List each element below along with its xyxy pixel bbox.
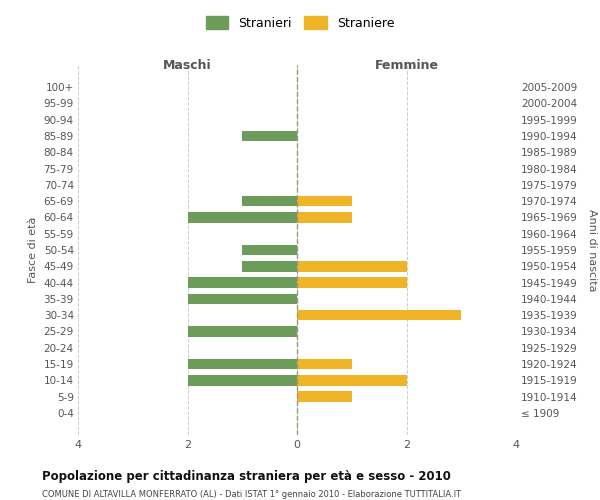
- Bar: [297, 196, 352, 206]
- Bar: [187, 278, 297, 288]
- Text: Maschi: Maschi: [163, 60, 212, 72]
- Bar: [297, 375, 407, 386]
- Text: Popolazione per cittadinanza straniera per età e sesso - 2010: Popolazione per cittadinanza straniera p…: [42, 470, 451, 483]
- Bar: [297, 310, 461, 320]
- Legend: Stranieri, Straniere: Stranieri, Straniere: [201, 11, 399, 35]
- Bar: [242, 244, 297, 256]
- Y-axis label: Fasce di età: Fasce di età: [28, 217, 38, 283]
- Bar: [297, 278, 407, 288]
- Text: COMUNE DI ALTAVILLA MONFERRATO (AL) - Dati ISTAT 1° gennaio 2010 - Elaborazione : COMUNE DI ALTAVILLA MONFERRATO (AL) - Da…: [42, 490, 461, 499]
- Bar: [242, 196, 297, 206]
- Bar: [187, 212, 297, 222]
- Bar: [187, 375, 297, 386]
- Bar: [242, 261, 297, 272]
- Bar: [187, 358, 297, 370]
- Text: Femmine: Femmine: [374, 60, 439, 72]
- Bar: [297, 392, 352, 402]
- Bar: [187, 326, 297, 336]
- Bar: [297, 261, 407, 272]
- Bar: [297, 358, 352, 370]
- Bar: [187, 294, 297, 304]
- Bar: [297, 212, 352, 222]
- Bar: [242, 130, 297, 141]
- Y-axis label: Anni di nascita: Anni di nascita: [587, 209, 597, 291]
